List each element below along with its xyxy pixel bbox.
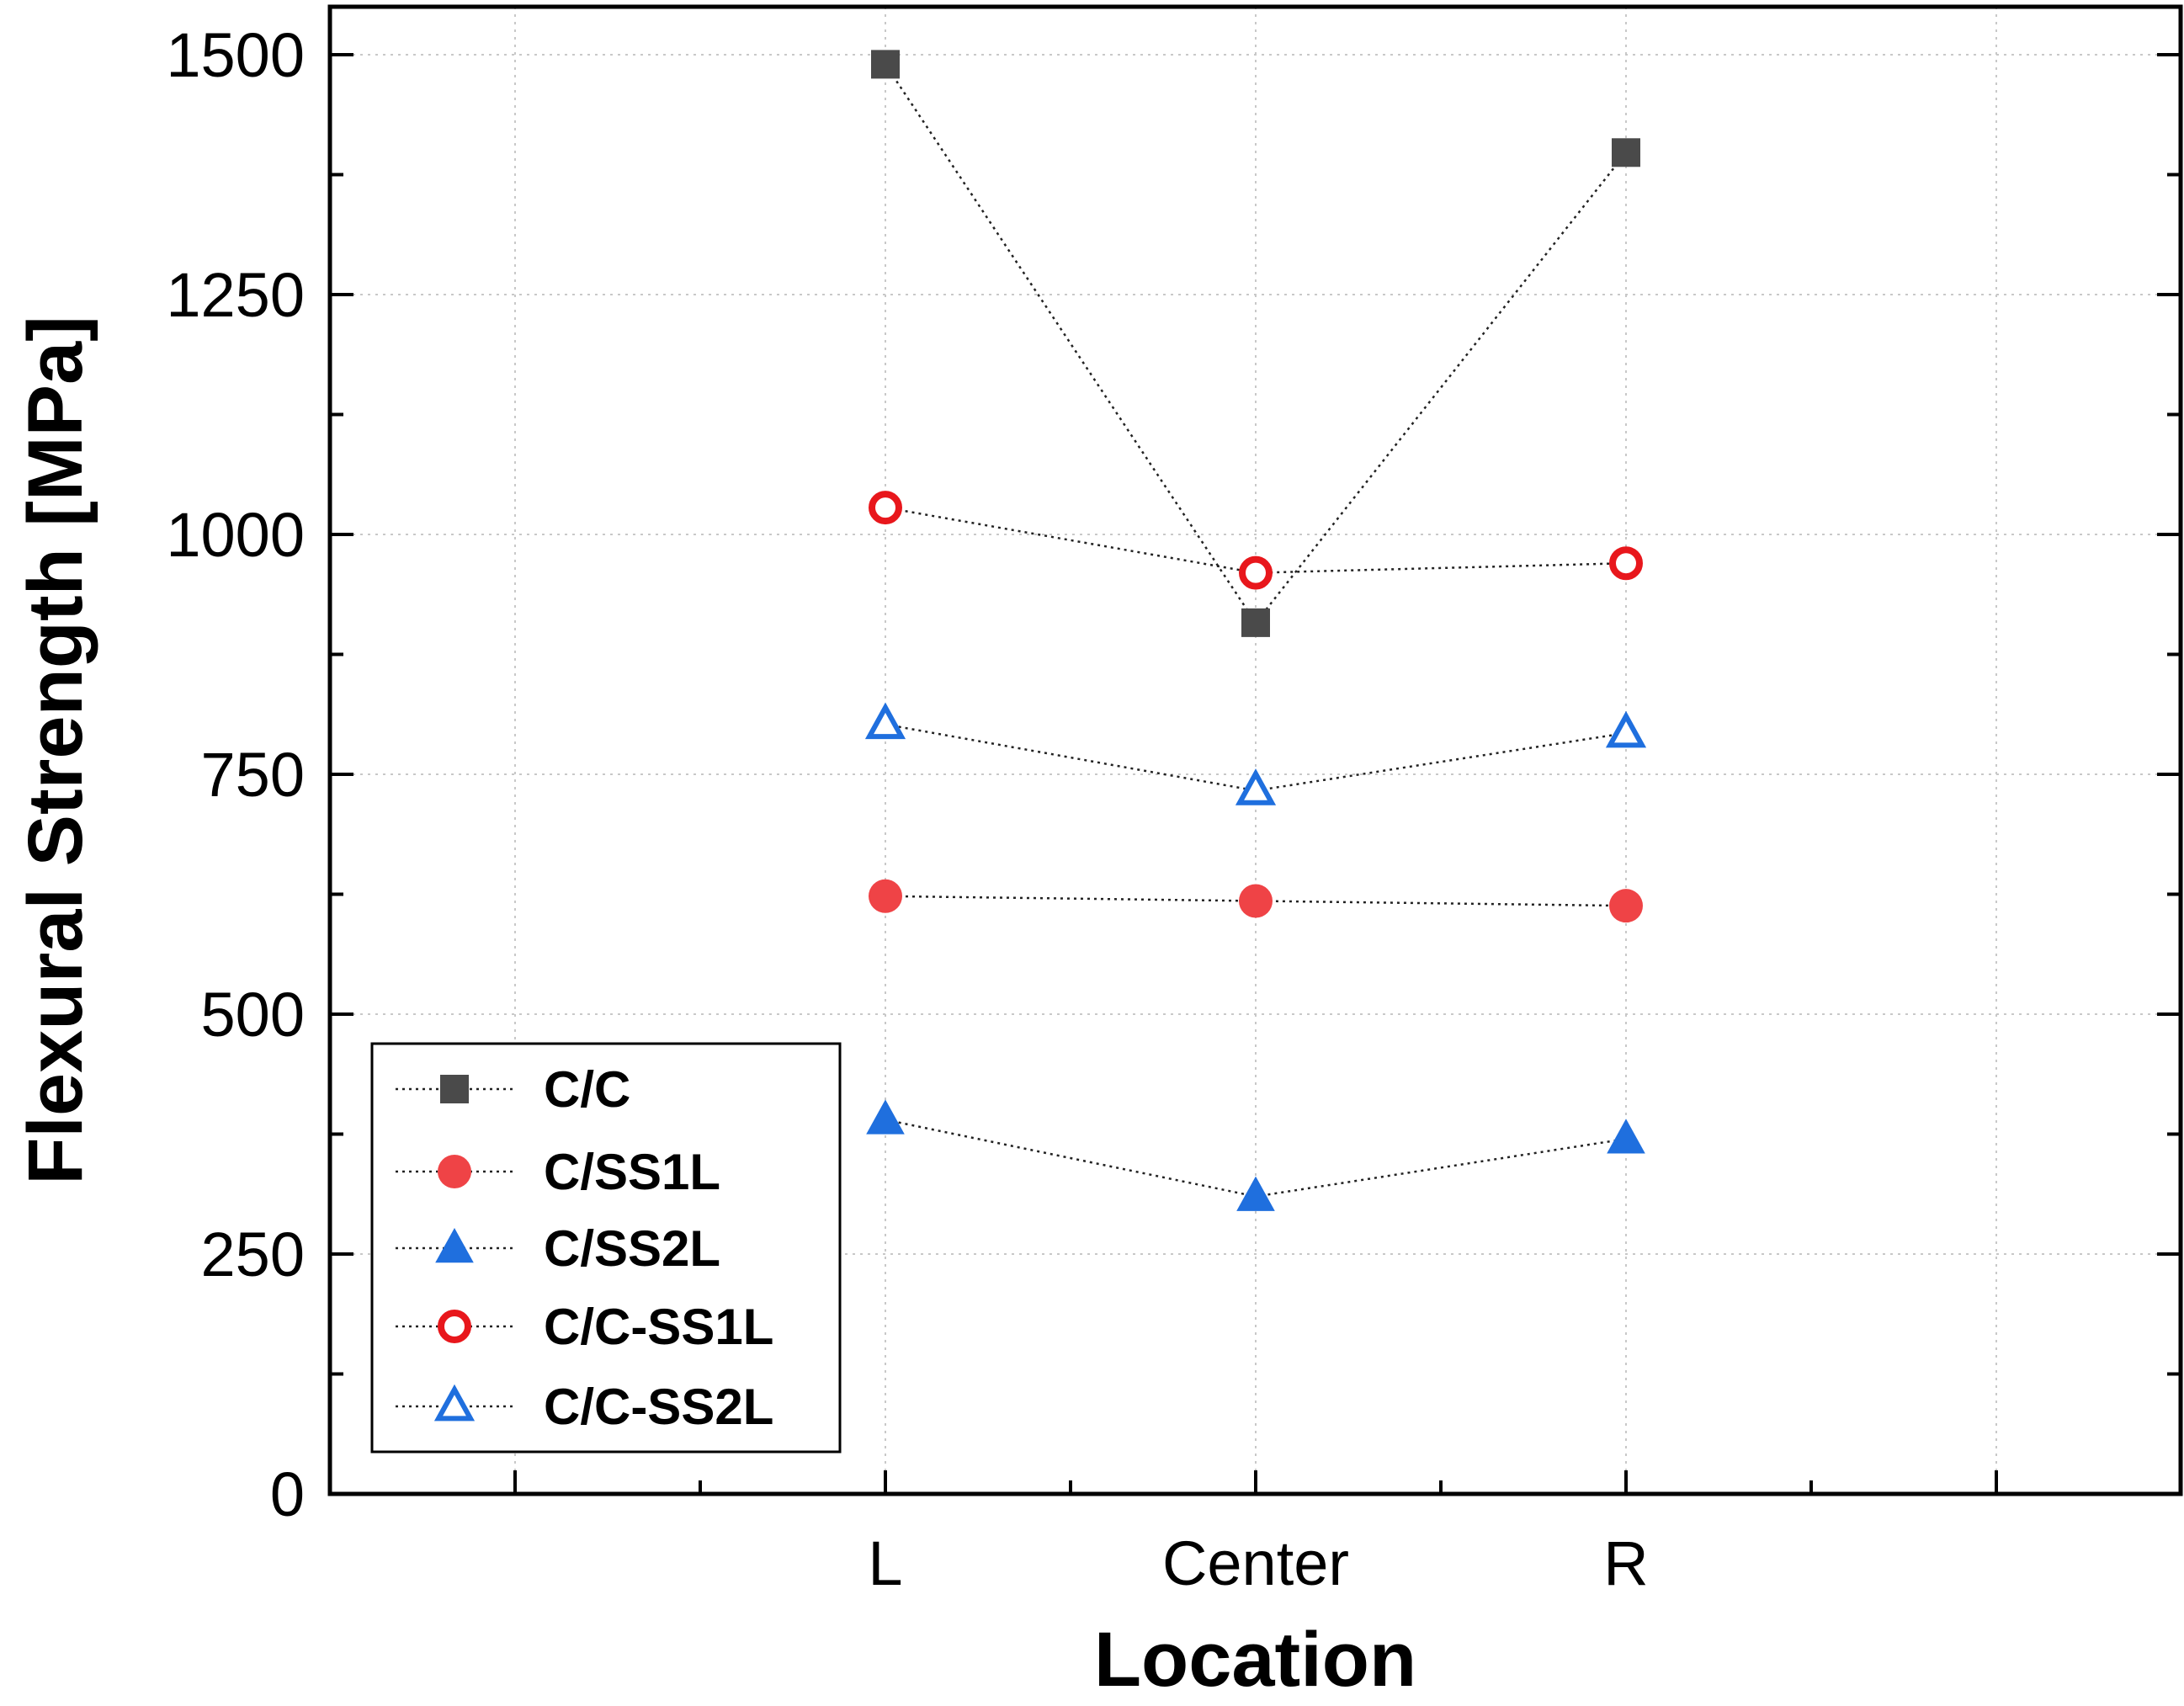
legend-item-c-ss2l: C/SS2L — [396, 1220, 720, 1277]
series-line-c-c — [884, 63, 1627, 625]
x-tick-label: Center — [1162, 1528, 1349, 1598]
series-c-c — [871, 50, 1640, 637]
legend-label: C/C — [544, 1061, 630, 1118]
data-point-c-c — [871, 50, 900, 79]
data-point-c-c-ss1l — [1239, 555, 1273, 590]
axis-ticks — [330, 53, 2181, 1496]
legend: C/C C/SS1L C/SS2L C/C-SS1L C/C-SS2L — [370, 1042, 842, 1454]
y-tick-label: 750 — [201, 740, 305, 810]
legend-marker — [433, 1384, 476, 1422]
data-point-c-ss2l — [866, 1099, 905, 1135]
y-tick-label: 1250 — [166, 260, 305, 330]
legend-item-c-ss1l: C/SS1L — [396, 1144, 720, 1200]
data-point-c-ss2l — [1607, 1119, 1645, 1154]
data-point-c-c-ss2l — [864, 702, 906, 740]
y-tick-label: 0 — [270, 1459, 305, 1529]
data-point-c-c-ss2l — [1235, 768, 1277, 805]
series-c-ss2l — [866, 1099, 1645, 1211]
tick-labels: 0 250 500 750 1000 1250 1500 L Center R — [166, 20, 1648, 1598]
legend-item-c-c: C/C — [396, 1061, 630, 1118]
plot-series — [864, 50, 1647, 1211]
data-point-c-c-ss2l — [1605, 710, 1647, 748]
legend-marker — [438, 1310, 471, 1343]
data-point-c-ss1l — [1239, 884, 1273, 918]
x-tick-label: L — [868, 1528, 902, 1598]
y-axis-title: Flexural Strength [MPa] — [13, 316, 98, 1185]
legend-marker — [438, 1155, 471, 1188]
y-tick-label: 1000 — [166, 500, 305, 570]
y-tick-label: 1500 — [166, 20, 305, 90]
x-axis-title: Location — [1094, 1617, 1416, 1703]
data-point-c-c-ss1l — [869, 491, 902, 525]
data-point-c-ss1l — [869, 879, 902, 913]
data-point-c-c-ss1l — [1609, 546, 1643, 581]
legend-label: C/C-SS2L — [544, 1379, 773, 1435]
legend-marker — [435, 1228, 474, 1263]
legend-label: C/SS2L — [544, 1220, 720, 1277]
legend-marker — [440, 1075, 469, 1103]
series-c-c-ss2l — [864, 702, 1647, 805]
y-tick-label: 250 — [201, 1220, 305, 1289]
series-c-ss1l — [869, 879, 1643, 923]
y-tick-label: 500 — [201, 980, 305, 1050]
data-point-c-ss1l — [1609, 889, 1643, 923]
legend-item-c-c-ss2l: C/C-SS2L — [396, 1379, 773, 1435]
legend-item-c-c-ss1l: C/C-SS1L — [396, 1299, 773, 1355]
data-point-c-c — [1612, 138, 1640, 167]
x-tick-label: R — [1603, 1528, 1648, 1598]
data-point-c-ss2l — [1236, 1176, 1275, 1211]
legend-label: C/C-SS1L — [544, 1299, 773, 1355]
legend-label: C/SS1L — [544, 1144, 720, 1200]
series-c-c-ss1l — [869, 491, 1643, 590]
data-point-c-c — [1241, 608, 1270, 637]
